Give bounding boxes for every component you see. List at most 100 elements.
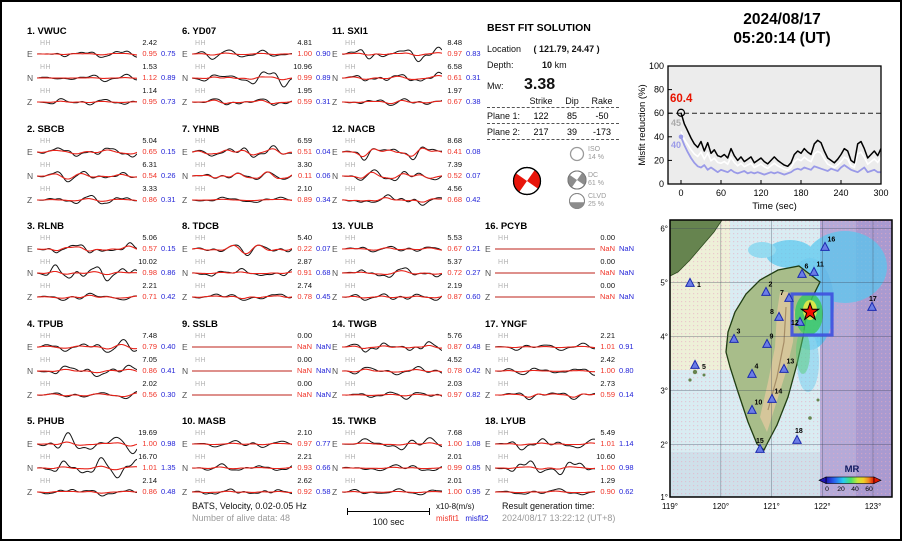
component-row: Z HH 2.74 0.78 0.45 — [182, 282, 334, 309]
misfit2-value: 0.45 — [316, 292, 331, 301]
misfit1-value: 0.11 — [297, 170, 312, 180]
amplitude-value: 2.03 — [447, 378, 462, 388]
synthetic-trace — [37, 441, 137, 447]
amplitude-value: 5.37 — [447, 257, 462, 266]
misfit2-value: 0.95 — [466, 487, 481, 496]
misfit2-value: 0.15 — [161, 244, 176, 253]
station-number-label: 10 — [755, 400, 763, 407]
synthetic-trace — [192, 244, 292, 255]
channel-label: HH — [195, 332, 207, 340]
misfit1-value: 1.00 — [600, 463, 615, 472]
channel-label: HH — [40, 478, 52, 485]
station-title: 12. NACB — [332, 123, 376, 135]
misfit1-value: 1.00 — [447, 439, 462, 448]
component-row: Z HH 2.03 0.97 0.82 — [332, 378, 484, 407]
component-label: E — [182, 341, 188, 352]
amplitude-value: 3.30 — [297, 159, 312, 169]
misfit1-value: 0.67 — [447, 244, 462, 253]
component-row: Z HH 2.01 1.00 0.95 — [332, 477, 484, 504]
strike-header: Strike — [529, 96, 553, 106]
lat-tick-label: 26° — [660, 224, 668, 233]
event-date: 2024/08/17 — [743, 11, 821, 28]
channel-label: HH — [345, 454, 357, 461]
observed-trace — [37, 292, 137, 301]
x-axis-label: Time (sec) — [752, 201, 797, 212]
plane1-dip: 85 — [566, 111, 577, 121]
misfit1-value: NaN — [599, 292, 615, 301]
component-label: N — [485, 463, 492, 473]
amplitude-value: 5.40 — [297, 233, 312, 242]
station-block: 7. YHNB E HH 6.59 0.51 0.04 N HH 3.30 0.11 0.06 Z HH… — [182, 124, 334, 218]
depth-label: Depth: — [487, 60, 514, 70]
component-row: E HH 7.68 1.00 1.08 — [332, 429, 484, 456]
station-block: 10. MASB E HH 2.10 0.97 0.77 N HH 2.21 0.93 0.66 Z H… — [182, 416, 334, 510]
amplitude-value: 10.96 — [293, 62, 312, 71]
amplitude-value: 0.00 — [600, 233, 615, 242]
amplitude-value: 16.70 — [138, 452, 157, 461]
misfit1-value: 0.78 — [297, 292, 312, 301]
component-row: N HH 4.52 0.78 0.42 — [332, 354, 484, 383]
mountain-range — [760, 292, 795, 432]
station-triangle-icon — [783, 292, 795, 302]
misfit2-legend: misfit2 — [465, 514, 489, 523]
channel-label: HH — [498, 235, 510, 242]
start-marker2-icon — [678, 134, 684, 140]
amplitude-value: 5.53 — [447, 233, 462, 242]
misfit2-value: NaN — [619, 292, 635, 301]
misfit2-value: NaN — [619, 268, 635, 277]
component-label: E — [332, 439, 338, 449]
component-row: N HH 10.60 1.00 0.98 — [485, 453, 637, 480]
misfit1-value: 0.57 — [142, 244, 157, 253]
station-block: 15. TWKB E HH 7.68 1.00 1.08 N HH 2.01 0.99 0.85 Z H… — [332, 416, 484, 510]
clvd-pct: 25 % — [588, 201, 604, 208]
station-triangle-icon — [866, 301, 878, 311]
colorbar-tick-label: 40 — [851, 486, 859, 493]
synthetic-trace — [37, 100, 137, 104]
lon-tick-label: 123° — [865, 502, 882, 511]
component-row: E HH 2.10 0.97 0.77 — [182, 429, 334, 456]
synthetic-trace — [37, 172, 137, 180]
channel-label: HH — [195, 235, 207, 242]
misfit1-value: 1.00 — [447, 487, 462, 496]
waveform-plot — [342, 168, 442, 181]
lat-tick-label: 22° — [660, 440, 668, 449]
synthetic-trace — [192, 52, 292, 56]
station-triangle-icon — [819, 241, 831, 251]
component-row: N HH 0.00 NaN NaN — [182, 355, 334, 383]
misfit-reduction-chart: 0 20 40 60 80 100 0 60 120 180 240 300 60.4 45 40 Misfi… — [635, 50, 900, 215]
colorbar-tick-label: 20 — [837, 486, 845, 493]
channel-label: HH — [345, 430, 357, 437]
misfit1-value: 1.01 — [600, 439, 615, 448]
station-number-label: 4 — [755, 364, 759, 371]
station-triangle-icon — [766, 393, 778, 403]
misfit2-value: 0.31 — [161, 194, 176, 204]
misfit2-value: 0.42 — [466, 194, 481, 204]
amplitude-value: 1.14 — [142, 86, 157, 95]
waveform-plot — [192, 71, 292, 88]
component-row: Z HH 2.02 0.56 0.30 — [27, 379, 179, 407]
observed-trace — [342, 391, 442, 400]
solution-title: BEST FIT SOLUTION — [487, 22, 591, 34]
waveform-plot — [342, 391, 442, 400]
amplitude-value: 2.21 — [600, 330, 615, 340]
misfit2-value: 0.06 — [316, 170, 331, 180]
component-label: Z — [332, 194, 338, 205]
station-block: 17. YNGF E HH 2.21 1.01 0.91 N HH 2.42 1.00 0.80 Z H… — [485, 319, 637, 413]
synthetic-trace — [342, 490, 442, 494]
channel-label: HH — [195, 454, 207, 461]
misfit1-value: 0.93 — [297, 463, 312, 472]
synthetic-trace — [37, 148, 137, 154]
synthetic-trace — [495, 345, 595, 348]
component-row: E HH 5.06 0.57 0.15 — [27, 234, 179, 261]
plane1-strike: 122 — [533, 111, 549, 121]
amplitude-value: 4.52 — [447, 354, 462, 364]
misfit2-value: 0.07 — [316, 244, 331, 253]
component-label: N — [332, 73, 339, 83]
station-number-label: 6 — [805, 264, 809, 271]
channel-label: HH — [40, 161, 52, 169]
waveform-plot — [342, 245, 442, 253]
channel-label: HH — [40, 283, 52, 290]
waveform-plot — [342, 437, 442, 451]
synthetic-trace — [192, 198, 292, 201]
misfit2-value: NaN — [316, 341, 332, 351]
